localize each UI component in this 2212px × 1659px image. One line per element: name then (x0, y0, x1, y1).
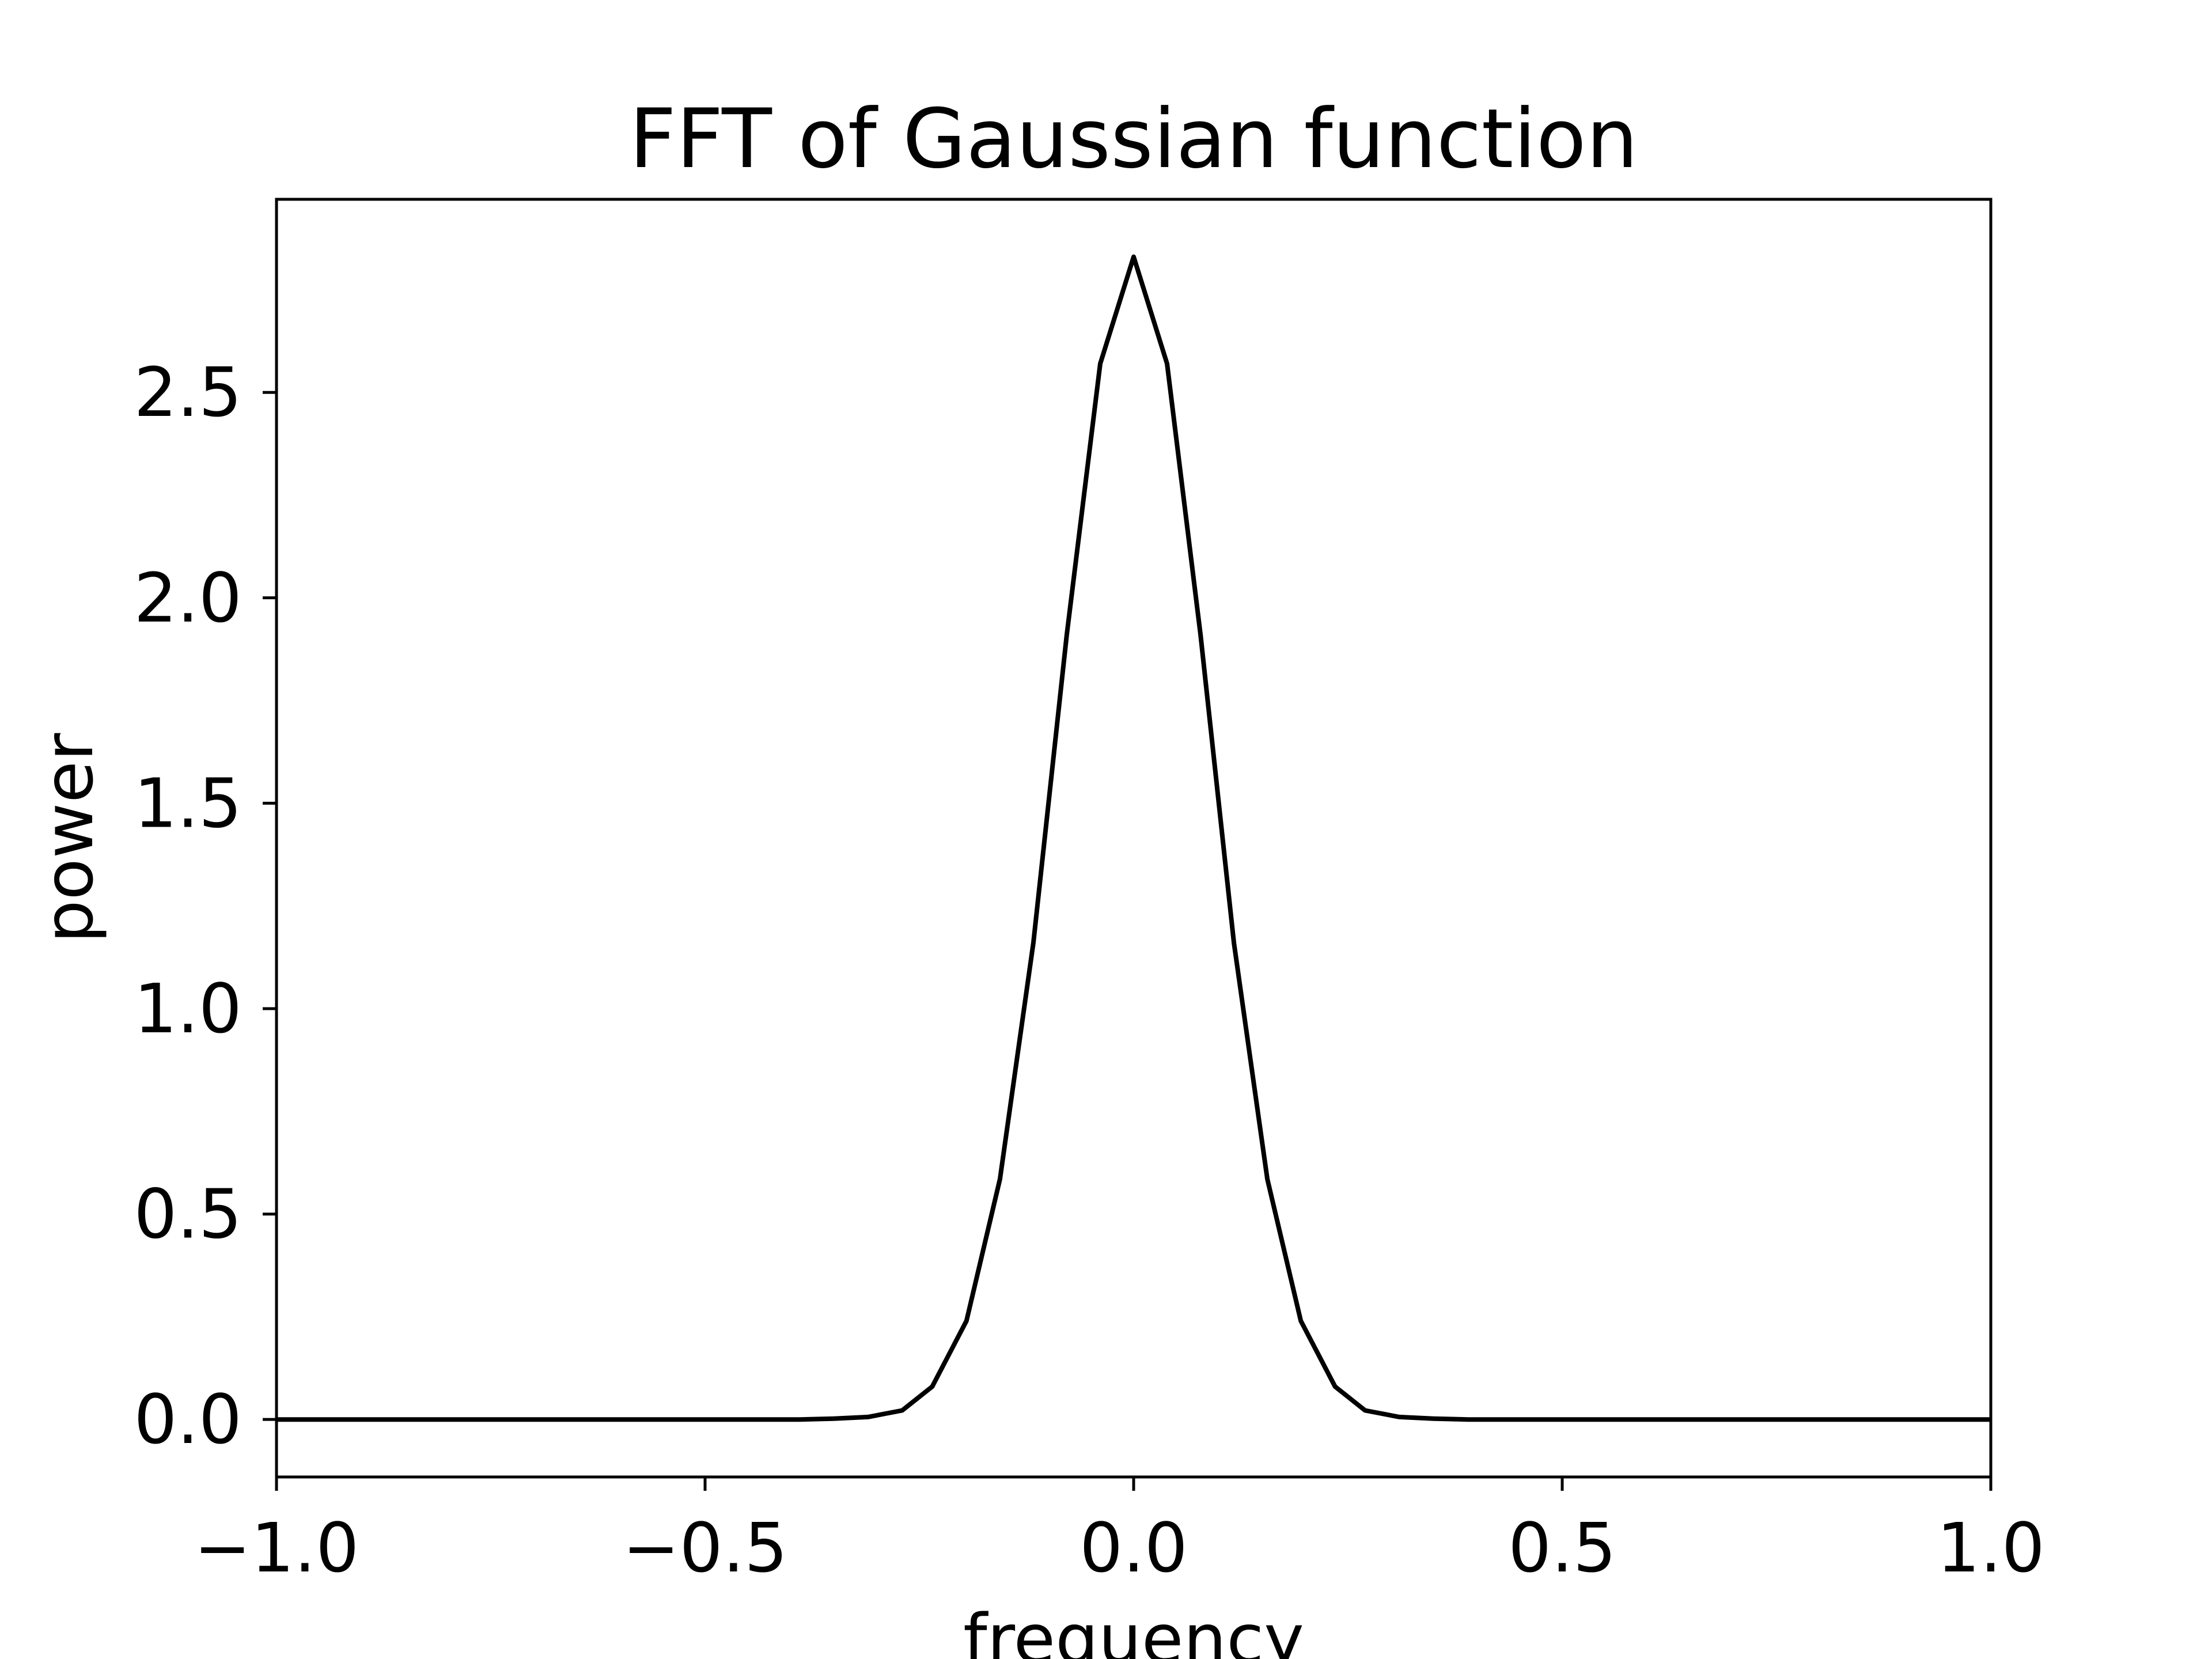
plot-layer (276, 254, 1991, 1422)
ticks-layer: −1.0 −0.5 0.0 0.5 1.0 0.0 0.5 1.0 1.5 2.0 2.5 (134, 353, 2045, 1588)
y-tick-label: 2.0 (134, 558, 242, 638)
series-line-0 (276, 254, 1991, 1422)
x-tick-label: 0.0 (1080, 1508, 1188, 1588)
x-tick-label: −1.0 (194, 1508, 359, 1588)
y-axis-label: power (29, 733, 108, 943)
y-tick-label: 0.0 (134, 1380, 242, 1459)
y-tick-label: 2.5 (134, 353, 242, 432)
y-tick-label: 0.5 (134, 1175, 242, 1254)
plot-frame (275, 198, 1993, 1479)
x-tick-label: 0.5 (1508, 1508, 1616, 1588)
y-tick-label: 1.5 (134, 763, 242, 843)
y-tick-label: 1.0 (134, 969, 242, 1048)
chart-title: FFT of Gaussian function (629, 92, 1638, 187)
x-tick-label: 1.0 (1937, 1508, 2045, 1588)
x-tick-label: −0.5 (623, 1508, 788, 1588)
x-axis-label: frequency (963, 1599, 1304, 1659)
